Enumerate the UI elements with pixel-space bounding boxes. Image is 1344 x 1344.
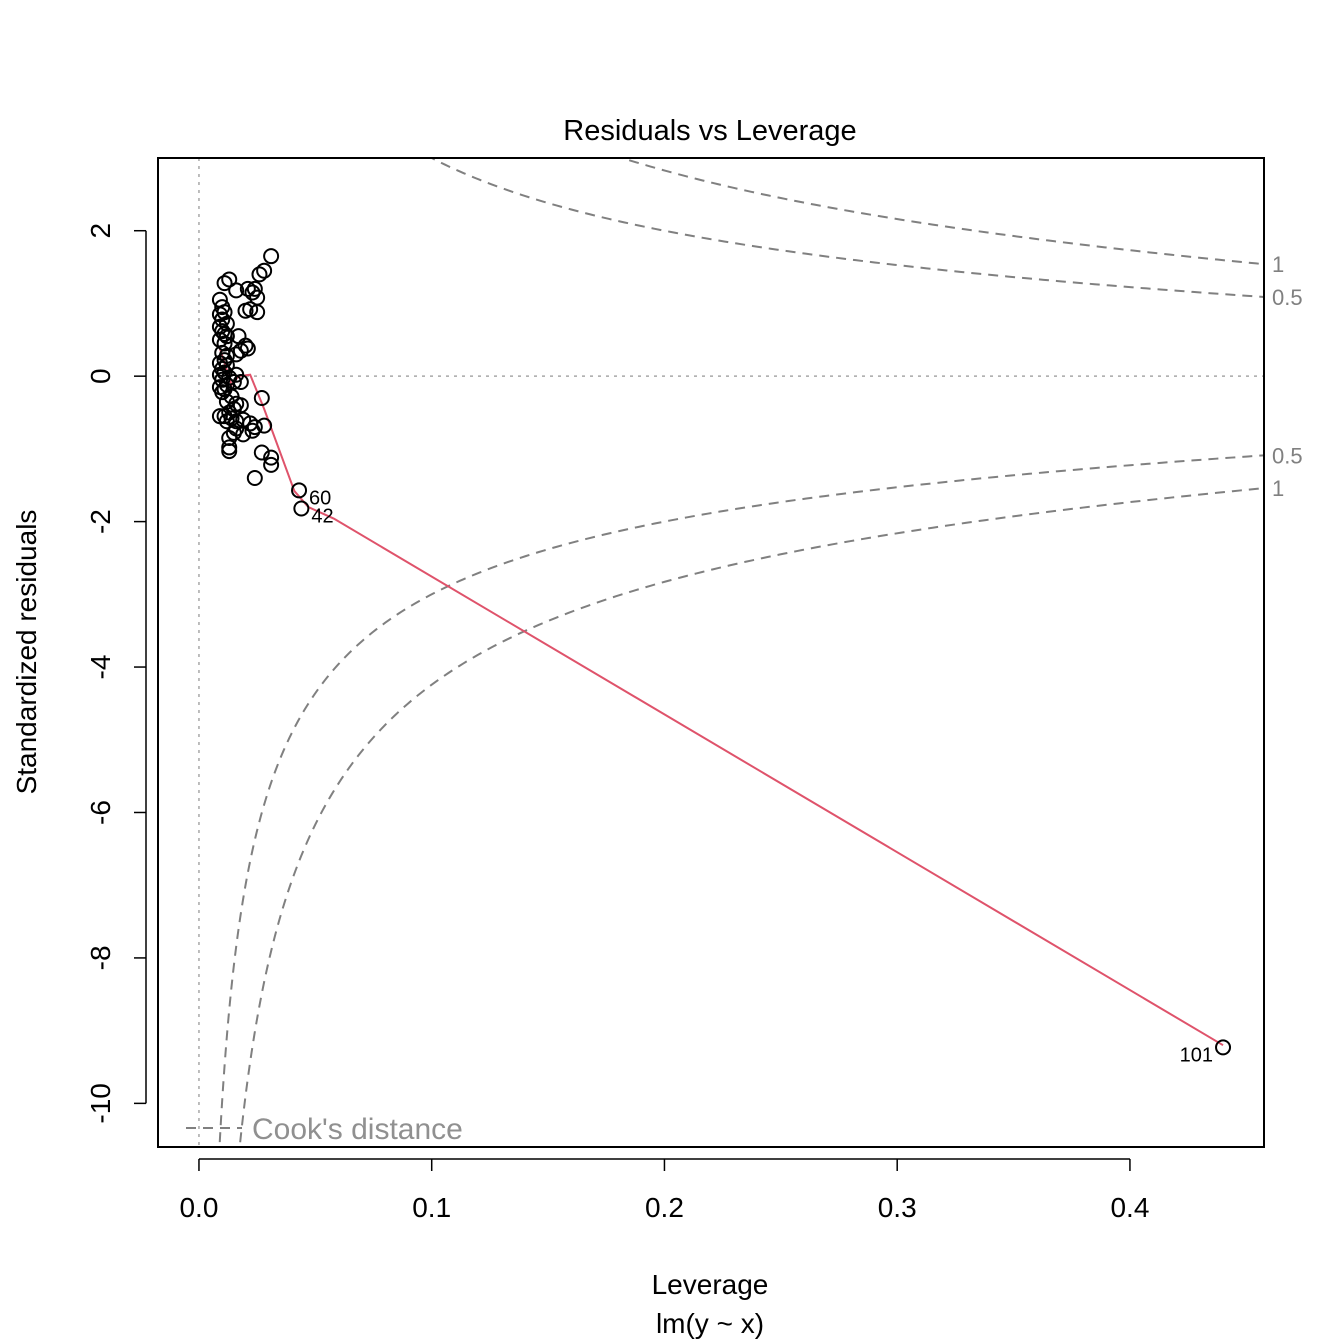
data-point: [214, 371, 231, 388]
cooks-contour-label: 1: [1272, 252, 1284, 277]
data-point: [228, 420, 245, 437]
data-point: [232, 342, 249, 359]
cooks-contour-label: 1: [1272, 476, 1284, 501]
cooks-distance-contour: [618, 158, 1264, 266]
data-point: [216, 275, 233, 292]
y-axis-title: Standardized residuals: [11, 510, 42, 795]
data-point: [214, 323, 231, 340]
y-axis: 2 0 -2 -4 -6 -8 -10: [85, 223, 147, 1124]
data-point: [246, 469, 263, 486]
plot-frame: [157, 157, 1265, 1148]
data-point: [221, 443, 238, 460]
y-tick-label: -6: [85, 800, 116, 825]
point-label: 60: [309, 487, 331, 509]
y-tick-label: -2: [85, 509, 116, 534]
cooks-distance-contour: [218, 454, 1264, 1147]
x-tick-label: 0.1: [412, 1192, 451, 1223]
data-point: [263, 456, 280, 473]
x-axis-subtitle: lm(y ~ x): [656, 1308, 764, 1339]
data-point: [232, 373, 249, 390]
data-point: [1215, 1039, 1232, 1056]
y-tick-label: -10: [85, 1083, 116, 1123]
data-point: [256, 262, 273, 279]
data-point: [251, 266, 268, 283]
data-point: [237, 337, 254, 354]
x-axis-title: Leverage: [652, 1269, 769, 1300]
reference-lines: [158, 158, 1264, 1147]
data-points: [211, 248, 1232, 1056]
y-tick-label: 0: [85, 368, 116, 384]
data-point: [291, 482, 308, 499]
cooks-contour-label: 0.5: [1272, 285, 1303, 310]
data-point: [249, 304, 266, 321]
data-point: [244, 422, 261, 439]
data-point: [244, 284, 261, 301]
y-tick-label: -8: [85, 945, 116, 970]
data-point: [228, 282, 245, 299]
data-point: [253, 444, 270, 461]
cooks-distance-contours: 0.5 1 0.5 1: [218, 158, 1303, 1147]
data-point: [263, 248, 280, 265]
point-label: 42: [311, 506, 333, 528]
data-point: [246, 419, 263, 436]
x-tick-label: 0.3: [878, 1192, 917, 1223]
smoother-line-group: [218, 348, 1224, 1047]
cooks-contour-label: 0.5: [1272, 443, 1303, 468]
data-point: [242, 301, 259, 318]
data-point: [221, 271, 238, 288]
x-axis: 0.0 0.1 0.2 0.3 0.4: [179, 1158, 1149, 1223]
cooks-distance-contour: [238, 487, 1264, 1147]
y-tick-label: -4: [85, 655, 116, 680]
x-tick-label: 0.4: [1110, 1192, 1149, 1223]
data-point: [214, 384, 231, 401]
data-point: [216, 335, 233, 352]
cooks-distance-legend: Cook's distance: [186, 1113, 463, 1146]
point-label: 101: [1180, 1044, 1213, 1066]
data-point: [246, 280, 263, 297]
x-tick-label: 0.0: [179, 1192, 218, 1223]
data-point: [253, 389, 270, 406]
x-tick-label: 0.2: [645, 1192, 684, 1223]
smoother-line: [218, 348, 1224, 1047]
data-point: [263, 449, 280, 466]
legend-label: Cook's distance: [252, 1113, 463, 1146]
y-tick-label: 2: [85, 223, 116, 239]
chart-title: Residuals vs Leverage: [563, 115, 856, 147]
data-point: [239, 280, 256, 297]
cooks-distance-contour: [429, 158, 1264, 298]
data-point: [293, 500, 310, 517]
